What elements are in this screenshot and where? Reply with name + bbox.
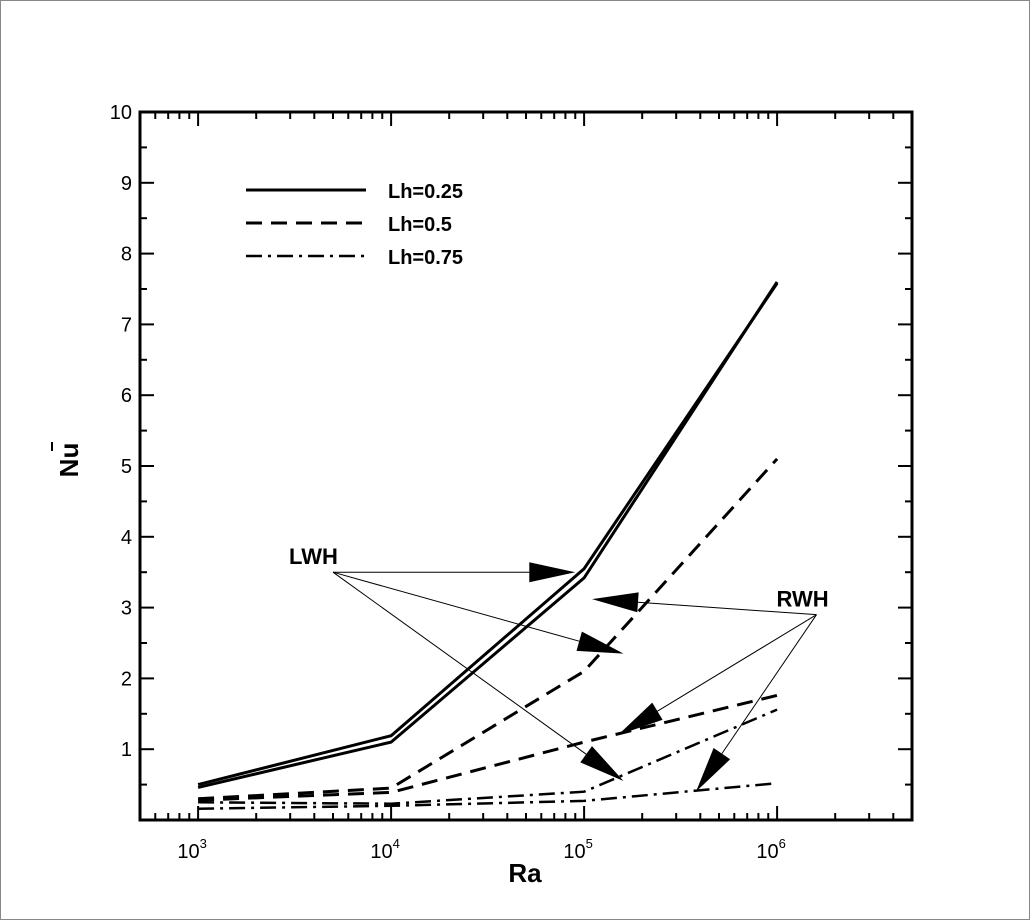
x-axis: 103 104 105 106 [139, 112, 913, 863]
annotation-leader-rwh-2 [657, 614, 817, 712]
annotation-leader-lwh-3 [332, 571, 587, 755]
legend-label-3: Lh=0.75 [388, 247, 463, 269]
x-tick-label: 104 [370, 836, 399, 863]
y-tick-label: 4 [121, 527, 132, 549]
y-tick-label: 7 [121, 314, 132, 336]
annotation-layer: LWH RWH [289, 544, 829, 792]
series-line-2 [197, 282, 779, 787]
x-tick-label: 105 [563, 836, 592, 863]
y-axis-title-group: Nu [51, 442, 84, 478]
annotation-arrowhead-rwh-1 [592, 592, 639, 613]
annotation-leader-rwh-1 [637, 601, 817, 616]
annotation-leader-rwh-3 [721, 614, 817, 754]
legend-label-1: Lh=0.25 [388, 181, 463, 203]
series-line-3 [198, 457, 779, 801]
y-tick-label: 10 [110, 102, 132, 124]
x-tick-label: 103 [177, 836, 206, 863]
y-tick-label: 6 [121, 385, 132, 407]
annotation-arrowhead-lwh-3 [580, 746, 624, 782]
y-tick-label: 8 [121, 244, 132, 266]
series-line-1 [197, 281, 779, 789]
series-line-6 [198, 781, 778, 810]
y-tick-label: 2 [121, 668, 132, 690]
legend: Lh=0.25 Lh=0.5 Lh=0.75 [246, 181, 463, 269]
annotation-label-lwh: LWH [289, 544, 338, 569]
y-tick-label: 1 [121, 739, 132, 761]
y-axis-title: Nu [54, 443, 84, 478]
y-tick-label: 9 [121, 173, 132, 195]
y-tick-label: 3 [121, 598, 132, 620]
series-layer [197, 281, 779, 810]
legend-label-2: Lh=0.5 [388, 214, 452, 236]
annotation-leader-lwh-2 [332, 571, 580, 642]
annotation-arrowhead-lwh-2 [576, 631, 624, 654]
annotation-arrowhead-lwh-1 [529, 562, 576, 583]
annotation-arrowhead-rwh-2 [618, 702, 663, 736]
annotation-label-rwh: RWH [776, 587, 828, 612]
x-tick-label: 106 [756, 836, 785, 863]
y-tick-label: 5 [121, 456, 132, 478]
x-axis-title: Ra [508, 858, 542, 888]
annotation-arrowhead-rwh-3 [695, 748, 731, 792]
plot-area [138, 110, 914, 822]
series-line-5 [198, 708, 778, 805]
y-axis: 1 2 3 4 5 6 7 8 9 10 [110, 102, 912, 821]
